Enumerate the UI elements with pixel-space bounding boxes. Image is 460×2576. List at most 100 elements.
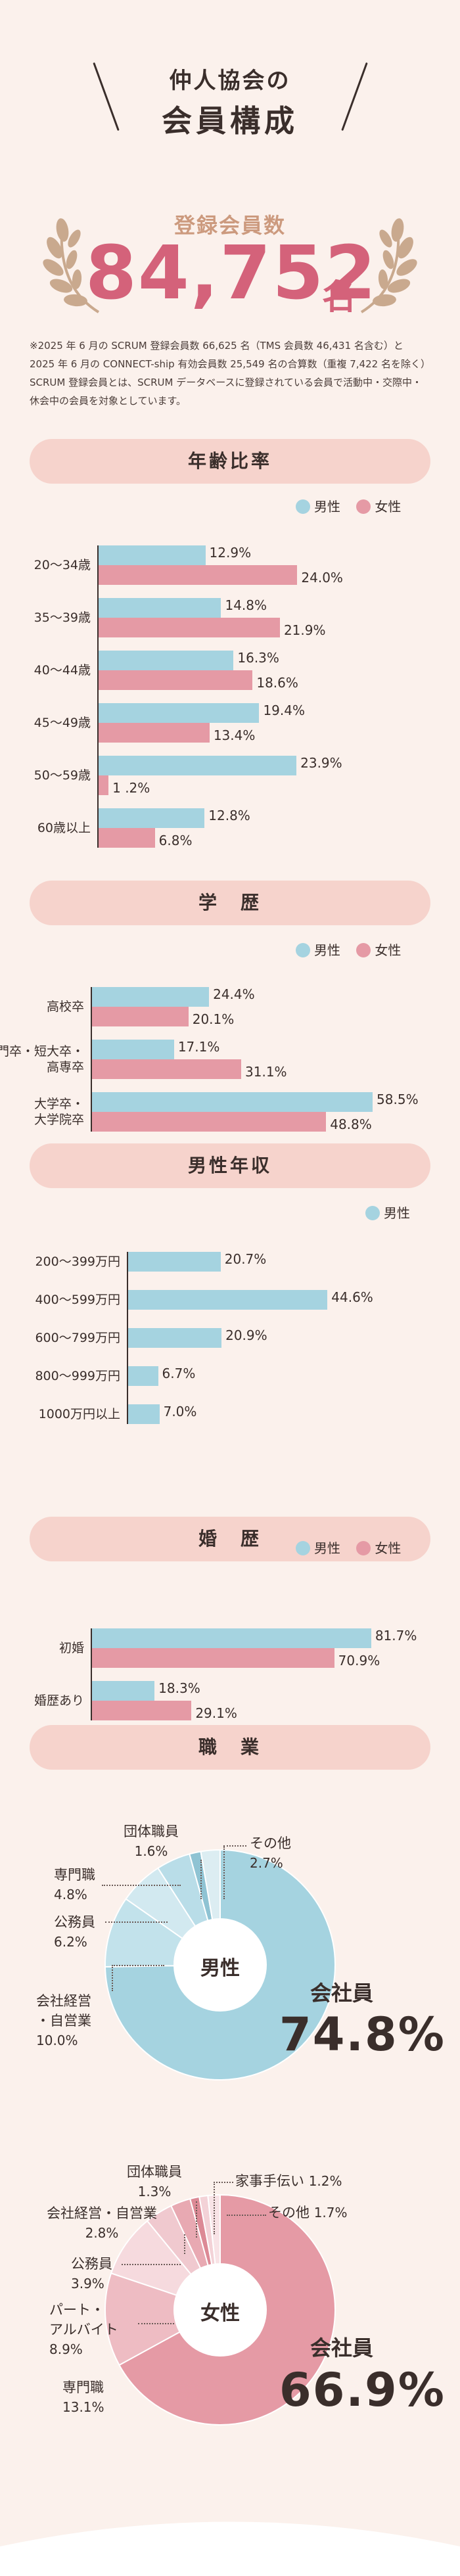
leader-male-koumu [105,1921,168,1923]
male-senmon-name: 専門職 [54,1867,95,1883]
male-label-keiei: 会社経営 ・自営業 10.0% [36,1991,91,2050]
leader-female-keiei [184,2234,185,2254]
female-koumu-name: 公務員 [71,2256,112,2272]
bar-value-label: 31.1% [245,1064,287,1080]
bar-male [92,1092,373,1112]
female-label-senmon: 専門職 13.1% [62,2378,104,2417]
bar-female [99,828,155,848]
bar-category-text: 50〜59歳 [34,768,91,783]
legend-male-swatch [296,1541,310,1555]
bar-value-label: 7.0% [163,1404,197,1419]
bar-category-label: 専門卒・短大卒・高専卒 [0,1044,84,1075]
female-sonota-pct: 1.7% [313,2205,348,2220]
laurel-left-icon [43,218,100,313]
legend-male-label: 男性 [314,499,340,515]
bar-value-label: 58.5% [377,1092,419,1107]
bar-category-label: 50〜59歳 [0,768,91,783]
pie-center-hole [174,2264,266,2356]
bar-category-label: 高校卒 [0,999,84,1015]
bar-value-label: 20.1% [192,1011,235,1027]
bar-value-label: 19.4% [263,702,305,718]
bar-female [92,1701,192,1720]
female-kaji-name: 家事手伝い [235,2173,304,2189]
bar-category-text: 婚歴あり [34,1693,84,1708]
bar-category-label: 20〜34歳 [0,557,91,573]
header-line2: 会員構成 [162,103,298,139]
bar-value-label: 44.6% [331,1289,373,1305]
legend-education: 男性 女性 [296,940,401,959]
bar-male [92,1628,371,1648]
legend-female-label: 女性 [375,1540,402,1556]
legend-male-label: 男性 [314,1540,340,1556]
bar-category-text: 400〜599万円 [35,1293,120,1307]
bar-female [99,775,109,795]
bar-category-label: 45〜49歳 [0,715,91,731]
bar-value-label: 21.9% [283,622,326,638]
laurel-right-icon [360,218,417,313]
bar-axis [91,987,92,1132]
female-keiei-name: 会社経営・自営業 [47,2205,157,2221]
bar-category-text: 高校卒 [46,1000,84,1014]
legend-female-swatch [356,499,371,514]
male-keiei-pct: 10.0% [36,2033,78,2048]
bar-female [99,618,280,637]
male-senmon-pct: 4.8% [54,1887,87,1902]
male-pie-center-label: 男性 [200,1957,240,1980]
legend-male-label: 男性 [314,942,340,958]
male-keiei-name1: 会社経営 [36,1993,91,2009]
female-label-part: パート・ アルバイト 8.9% [49,2300,118,2359]
male-dantai-name: 団体職員 [124,1824,179,1839]
bar-category-label: 1000万円以上 [0,1406,120,1422]
bar-category-text: 1000万円以上 [38,1407,120,1421]
bar-value-label: 20.7% [224,1251,267,1267]
bar-category-text: 大学院卒 [34,1113,84,1127]
bar-category-text: 大学卒・ [34,1097,84,1111]
bar-female [92,1007,189,1026]
bar-axis [127,1252,128,1424]
male-label-senmon: 専門職 4.8% [54,1865,95,1904]
bar-value-label: 48.8% [330,1116,372,1132]
bar-male [128,1290,328,1310]
female-label-keiei: 会社経営・自営業 2.8% [36,2203,168,2243]
leader-female-kaji-v [214,2182,215,2234]
bar-male [128,1404,160,1424]
female-senmon-name: 専門職 [62,2380,104,2395]
bar-category-text: 高専卒 [46,1060,84,1074]
legend-male-label: 男性 [384,1205,410,1221]
bar-value-label: 12.8% [208,808,250,823]
bar-value-label: 24.0% [301,570,343,586]
section-income-title: 男性年収 [30,1143,430,1188]
bar-value-label: 24.4% [213,986,255,1002]
bar-value-label: 14.8% [225,597,267,613]
male-label-dantai: 団体職員 1.6% [112,1822,191,1861]
members-number: 84,752 [85,231,378,316]
leader-female-sonota [227,2215,266,2216]
bottom-wave-decoration [0,2521,460,2576]
legend-female-label: 女性 [375,499,402,515]
members-note: ※2025 年 6 月の SCRUM 登録会員数 66,625 名（TMS 会員… [30,340,430,407]
female-dantai-pct: 1.3% [137,2184,172,2199]
bar-category-text: 200〜399万円 [35,1254,120,1269]
section-age-title: 年齢比率 [30,439,430,484]
bar-female [92,1112,327,1132]
female-senmon-pct: 13.1% [62,2399,104,2415]
bar-category-label: 60歳以上 [0,820,91,836]
bar-category-label: 婚歴あり [0,1693,84,1709]
male-dantai-pct: 1.6% [134,1843,168,1859]
female-dantai-name: 団体職員 [127,2164,182,2180]
bar-category-text: 800〜999万円 [35,1369,120,1383]
bar-male [128,1328,222,1348]
female-part-name2: アルバイト [49,2322,118,2337]
bar-male [99,598,221,618]
female-label-koumu: 公務員 3.9% [71,2254,112,2293]
bar-category-text: 専門卒・短大卒・ [0,1044,84,1059]
bar-value-label: 6.7% [162,1366,196,1381]
legend-male-swatch [296,943,310,957]
bar-male [99,756,297,775]
bar-axis [97,545,99,848]
leader-male-sonota-h [223,1845,246,1847]
male-label-koumu: 公務員 6.2% [54,1912,95,1952]
female-part-pct: 8.9% [49,2341,83,2357]
bar-value-label: 6.8% [158,833,193,848]
members-unit: 名 [322,278,357,317]
